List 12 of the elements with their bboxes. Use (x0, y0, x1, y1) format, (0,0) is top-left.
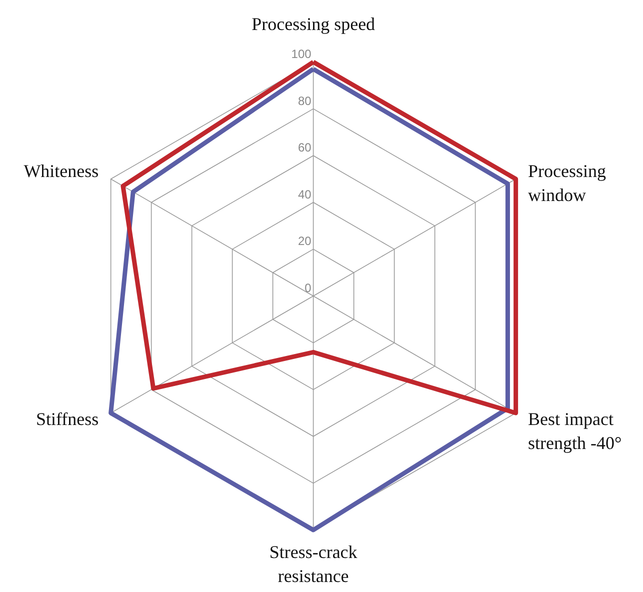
y-tick-label: 100 (291, 47, 312, 62)
spoke-label: Stiffness (36, 409, 99, 430)
y-tick-label: 60 (298, 140, 312, 155)
y-tick-label: 40 (298, 187, 312, 202)
spoke-label: Best impact strength -40° (528, 409, 622, 454)
y-tick-label: 0 (304, 281, 312, 295)
y-tick-label: 20 (298, 234, 312, 248)
y-tick-label: 80 (298, 94, 312, 108)
spoke-label: Processing window (528, 160, 606, 205)
spoke-label: Stress-crack resistance (269, 542, 358, 586)
spoke-label: Processing speed (252, 14, 376, 34)
spoke-label: Whiteness (24, 160, 99, 181)
